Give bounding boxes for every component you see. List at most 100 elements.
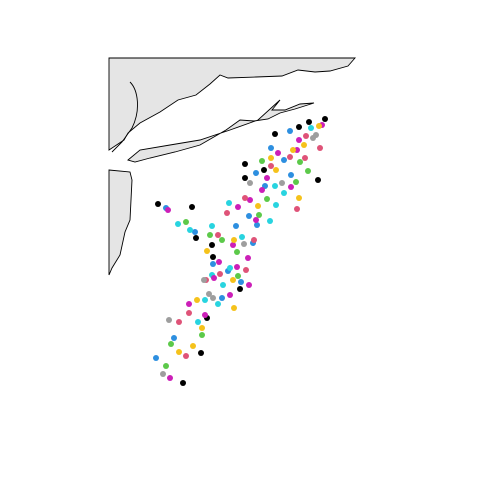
point [308, 125, 314, 131]
point [268, 163, 274, 169]
point [227, 292, 233, 298]
point [268, 155, 274, 161]
point [254, 222, 260, 228]
point [253, 170, 259, 176]
point [207, 232, 213, 238]
point [242, 161, 248, 167]
point [230, 277, 236, 283]
point [216, 259, 222, 265]
point [166, 317, 172, 323]
point [209, 242, 215, 248]
point [180, 380, 186, 386]
point [287, 154, 293, 160]
point [290, 147, 296, 153]
point [296, 137, 302, 143]
point [219, 295, 225, 301]
point [175, 221, 181, 227]
point [215, 301, 221, 307]
point [153, 355, 159, 361]
point [235, 273, 241, 279]
point [192, 229, 198, 235]
river [111, 81, 138, 153]
point [194, 297, 200, 303]
point [206, 291, 212, 297]
point [187, 227, 193, 233]
point [233, 223, 239, 229]
point [316, 123, 322, 129]
point [279, 180, 285, 186]
point [198, 350, 204, 356]
point [189, 204, 195, 210]
point [259, 158, 265, 164]
point [261, 167, 267, 173]
point [183, 353, 189, 359]
point [288, 172, 294, 178]
point [246, 213, 252, 219]
point [210, 295, 216, 301]
point [315, 177, 321, 183]
point [230, 242, 236, 248]
point [303, 133, 309, 139]
point [199, 332, 205, 338]
point [209, 223, 215, 229]
point [171, 335, 177, 341]
point [210, 254, 216, 260]
point [155, 201, 161, 207]
point [210, 261, 216, 267]
point [195, 319, 201, 325]
point [202, 312, 208, 318]
point [273, 202, 279, 208]
point [281, 157, 287, 163]
point [296, 195, 302, 201]
point [183, 219, 189, 225]
point [199, 325, 205, 331]
point [186, 301, 192, 307]
point [264, 175, 270, 181]
point [242, 175, 248, 181]
point [251, 237, 257, 243]
point [238, 279, 244, 285]
point [163, 363, 169, 369]
point [245, 255, 251, 261]
point [237, 286, 243, 292]
point [264, 196, 270, 202]
point [288, 184, 294, 190]
point [239, 234, 245, 240]
point [176, 349, 182, 355]
point [227, 265, 233, 271]
point [224, 210, 230, 216]
point [165, 207, 171, 213]
point [305, 168, 311, 174]
point [204, 248, 210, 254]
point [226, 200, 232, 206]
point [220, 282, 226, 288]
point [247, 197, 253, 203]
point [273, 167, 279, 173]
point [313, 132, 319, 138]
point [301, 142, 307, 148]
point [253, 217, 259, 223]
point [217, 271, 223, 277]
point [202, 297, 208, 303]
point [287, 128, 293, 134]
point [281, 190, 287, 196]
point [255, 203, 261, 209]
basemap [108, 57, 356, 276]
point [211, 275, 217, 281]
point [268, 145, 274, 151]
point [296, 124, 302, 130]
point [272, 183, 278, 189]
point [186, 310, 192, 316]
point [231, 305, 237, 311]
point [259, 187, 265, 193]
point [234, 249, 240, 255]
points [153, 116, 328, 386]
point [160, 371, 166, 377]
point [246, 282, 252, 288]
point [243, 267, 249, 273]
point [190, 343, 196, 349]
point [322, 116, 328, 122]
point [234, 264, 240, 270]
